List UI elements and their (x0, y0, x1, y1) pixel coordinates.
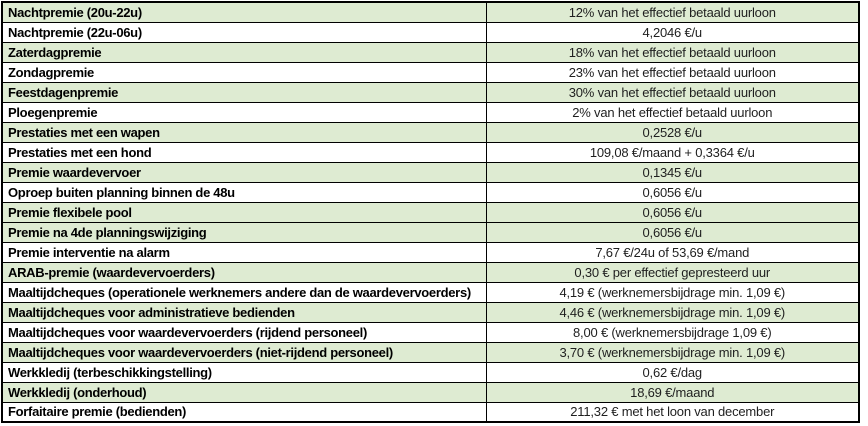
table-row: Zondagpremie 23% van het effectief betaal… (1, 61, 860, 83)
table-row: Oproep buiten planning binnen de 48u 0,60… (1, 181, 860, 203)
premium-label-cell: Premie waardevervoer (1, 161, 487, 183)
premium-label-cell: Prestaties met een wapen (1, 121, 487, 143)
premium-label-cell: Nachtpremie (20u-22u) (1, 1, 487, 23)
table-row: Prestaties met een wapen 0,2528 €/u (1, 121, 860, 143)
table-row: Ploegenpremie 2% van het effectief betaal… (1, 101, 860, 123)
table-row: Premie waardevervoer 0,1345 €/u (1, 161, 860, 183)
premium-value-cell: 0,62 €/dag (485, 361, 860, 383)
premium-value-cell: 7,67 €/24u of 53,69 €/mand (485, 241, 860, 263)
premium-label-cell: Premie interventie na alarm (1, 241, 487, 263)
premium-value-cell: 109,08 €/maand + 0,3364 €/u (485, 141, 860, 163)
table-row: Forfaitaire premie (bedienden) 211,32 € m… (1, 401, 860, 423)
premium-value-cell: 4,46 € (werknemersbijdrage min. 1,09 €) (485, 301, 860, 323)
premium-label-cell: Nachtpremie (22u-06u) (1, 21, 487, 43)
table-row: Zaterdagpremie 18% van het effectief beta… (1, 41, 860, 63)
table-row: Werkkledij (terbeschikkingstelling) 0,62 … (1, 361, 860, 383)
premium-label-cell: Prestaties met een hond (1, 141, 487, 163)
premium-value-cell: 23% van het effectief betaald uurloon (485, 61, 860, 83)
premium-label-cell: Ploegenpremie (1, 101, 487, 123)
premium-label-cell: Maaltijdcheques voor waardevervoerders (… (1, 341, 487, 363)
premium-value-cell: 4,19 € (werknemersbijdrage min. 1,09 €) (485, 281, 860, 303)
premium-label-cell: Maaltijdcheques voor waardevervoerders (… (1, 321, 487, 343)
premium-label-cell: Zondagpremie (1, 61, 487, 83)
premium-label-cell: Premie na 4de planningswijziging (1, 221, 487, 243)
table-row: Prestaties met een hond 109,08 €/maand + … (1, 141, 860, 163)
table-row: Premie na 4de planningswijziging 0,6056 €… (1, 221, 860, 243)
table-row: Maaltijdcheques voor waardevervoerders (… (1, 341, 860, 363)
table-row: Nachtpremie (22u-06u) 4,2046 €/u (1, 21, 860, 43)
premium-value-cell: 0,6056 €/u (485, 221, 860, 243)
premium-value-cell: 211,32 € met het loon van december (485, 401, 860, 423)
table-row: Premie interventie na alarm 7,67 €/24u of… (1, 241, 860, 263)
premium-value-cell: 12% van het effectief betaald uurloon (485, 1, 860, 23)
premium-value-cell: 0,1345 €/u (485, 161, 860, 183)
premium-label-cell: Maaltijdcheques voor administratieve bed… (1, 301, 487, 323)
premium-value-cell: 4,2046 €/u (485, 21, 860, 43)
premium-label-cell: Oproep buiten planning binnen de 48u (1, 181, 487, 203)
premium-value-cell: 0,6056 €/u (485, 201, 860, 223)
premium-value-cell: 18,69 €/maand (485, 381, 860, 403)
premium-label-cell: Maaltijdcheques (operationele werknemers… (1, 281, 487, 303)
table-row: Premie flexibele pool 0,6056 €/u (1, 201, 860, 223)
premium-label-cell: Forfaitaire premie (bedienden) (1, 401, 487, 423)
table-row: Feestdagenpremie 30% van het effectief be… (1, 81, 860, 103)
premium-label-cell: Werkkledij (terbeschikkingstelling) (1, 361, 487, 383)
table-row: Maaltijdcheques voor waardevervoerders (… (1, 321, 860, 343)
table-row: Maaltijdcheques voor administratieve bed… (1, 301, 860, 323)
premium-label-cell: Zaterdagpremie (1, 41, 487, 63)
premium-label-cell: Premie flexibele pool (1, 201, 487, 223)
premium-value-cell: 0,2528 €/u (485, 121, 860, 143)
premium-value-cell: 2% van het effectief betaald uurloon (485, 101, 860, 123)
table-row: Nachtpremie (20u-22u) 12% van het effecti… (1, 1, 860, 23)
premium-value-cell: 0,6056 €/u (485, 181, 860, 203)
premium-label-cell: Werkkledij (onderhoud) (1, 381, 487, 403)
premium-label-cell: ARAB-premie (waardevervoerders) (1, 261, 487, 283)
premium-value-cell: 0,30 € per effectief gepresteerd uur (485, 261, 860, 283)
premium-value-cell: 8,00 € (werknemersbijdrage 1,09 €) (485, 321, 860, 343)
table-row: ARAB-premie (waardevervoerders) 0,30 € pe… (1, 261, 860, 283)
premium-label-cell: Feestdagenpremie (1, 81, 487, 103)
premium-value-cell: 3,70 € (werknemersbijdrage min. 1,09 €) (485, 341, 860, 363)
table-row: Werkkledij (onderhoud) 18,69 €/maand (1, 381, 860, 403)
premium-value-cell: 18% van het effectief betaald uurloon (485, 41, 860, 63)
premium-value-cell: 30% van het effectief betaald uurloon (485, 81, 860, 103)
table-row: Maaltijdcheques (operationele werknemers… (1, 281, 860, 303)
